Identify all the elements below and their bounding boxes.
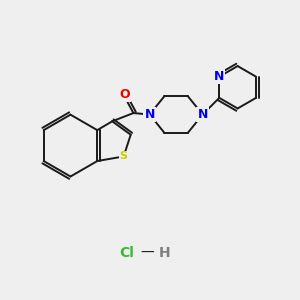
Text: N: N [144,108,155,121]
Text: S: S [120,152,128,161]
Text: H: H [159,246,170,260]
Text: N: N [214,70,224,83]
Text: N: N [197,108,208,121]
Text: O: O [120,88,130,101]
Text: Cl: Cl [119,246,134,260]
Text: —: — [141,246,154,260]
